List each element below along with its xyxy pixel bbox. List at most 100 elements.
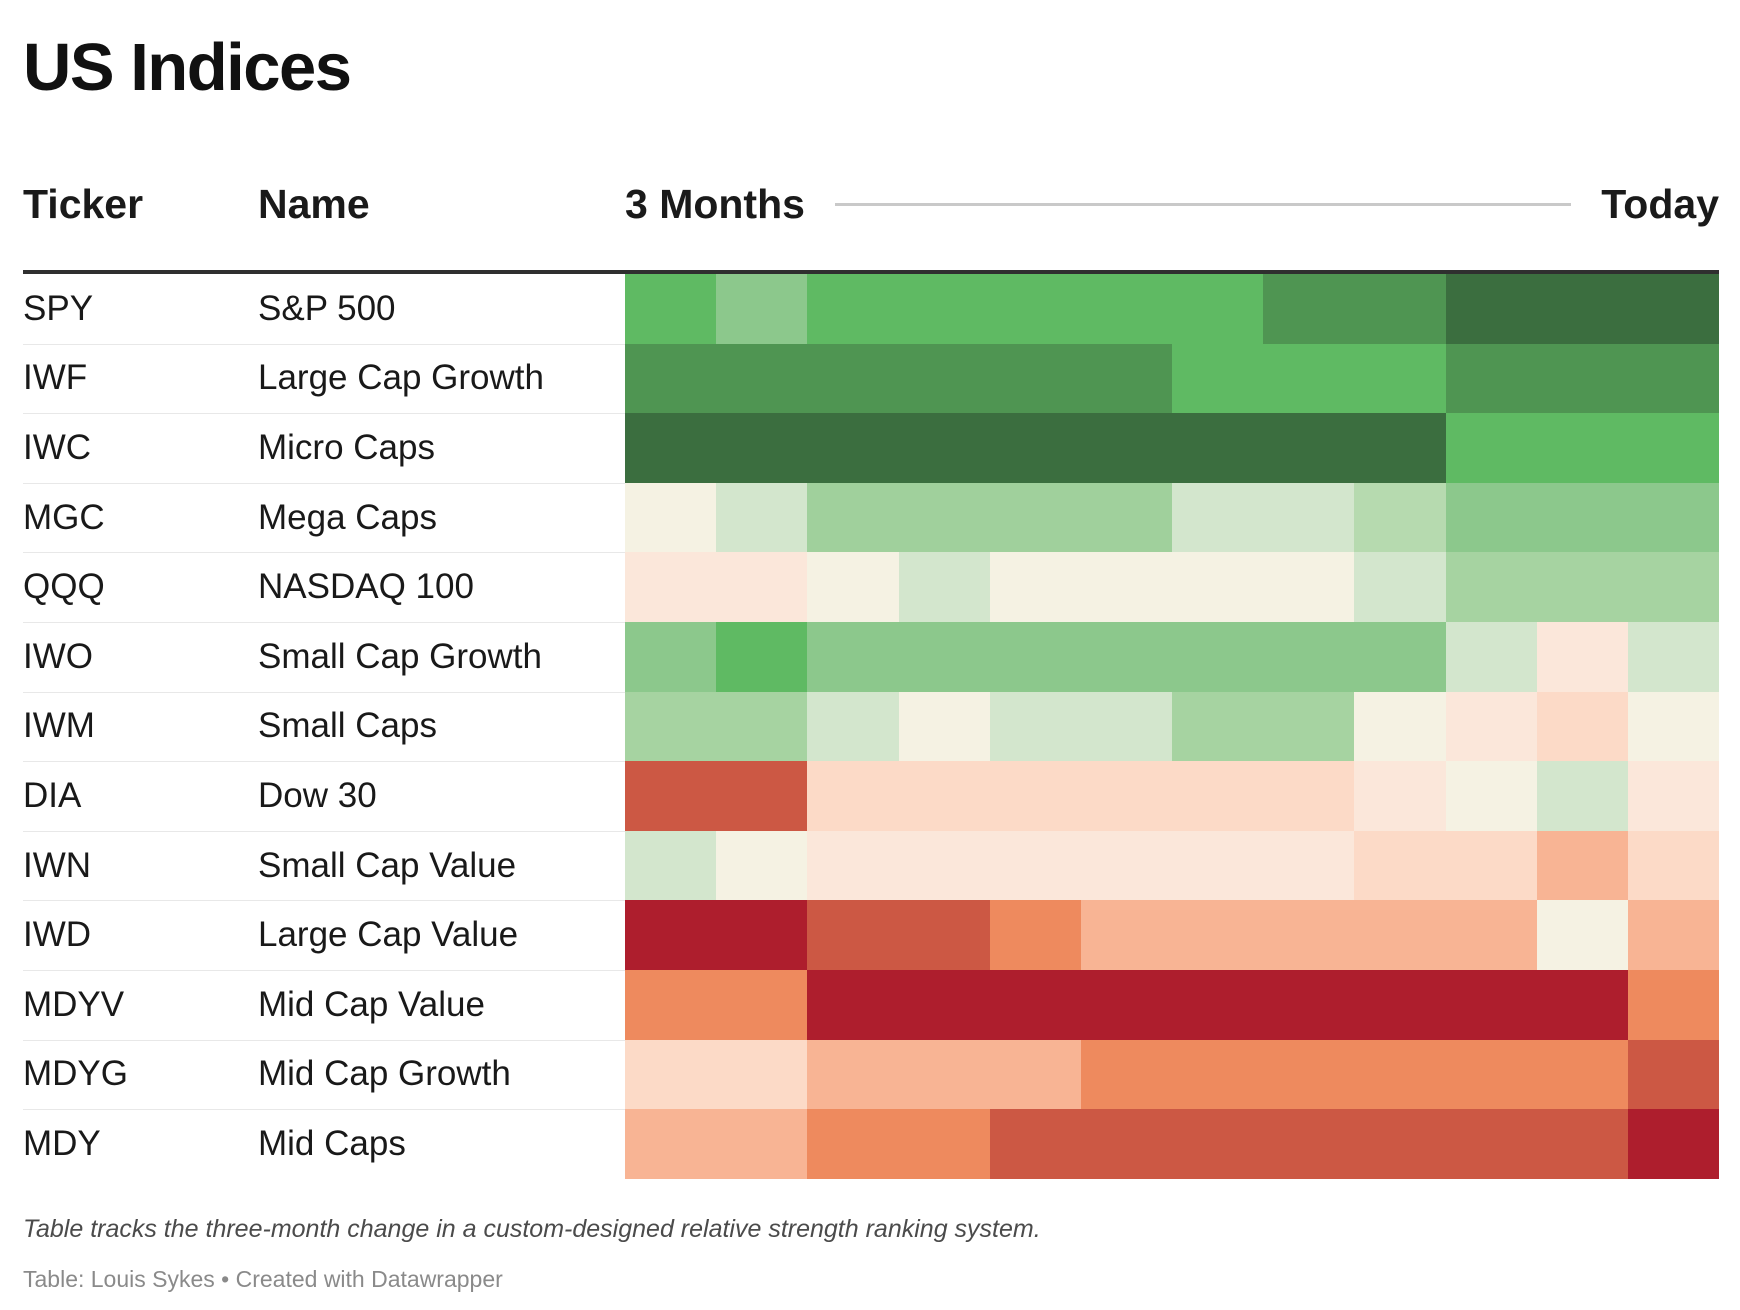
row-name: Mega Caps [258,497,437,537]
period-rule-line [834,202,1572,206]
heat-cell [898,900,990,970]
heat-cell [898,482,990,553]
heat-strip [625,1109,1720,1179]
footnote: Table tracks the three-month change in a… [23,1214,1041,1243]
column-header-ticker: Ticker [23,181,144,227]
heat-cell [989,1039,1081,1110]
heat-cell [807,552,899,622]
heat-cell [1627,1109,1720,1179]
row-name: Dow 30 [258,775,377,815]
heat-cell [1445,621,1537,692]
table-row: IWM Small Caps [23,691,1720,762]
heat-cell [1627,413,1720,483]
heat-cell [1627,621,1720,692]
heat-cell [716,1039,808,1110]
heat-cell [1172,343,1264,414]
heat-cell [807,482,899,553]
heat-cell [989,830,1081,901]
heat-cell [989,274,1081,344]
table-row: IWD Large Cap Value [23,900,1720,970]
heat-cell [1263,969,1355,1040]
heat-cell [1536,1109,1628,1179]
table-row: DIA Dow 30 [23,761,1720,831]
heat-cell [1627,900,1720,970]
heat-cell [898,761,990,831]
heat-strip [625,969,1720,1040]
heat-cell [716,343,808,414]
heat-cell [1080,482,1173,553]
table-row: MDYV Mid Cap Value [23,969,1720,1040]
heat-cell [898,1039,990,1110]
table-row: MDY Mid Caps [23,1109,1720,1179]
period-start-label: 3 Months [625,181,805,227]
heat-cell [1080,274,1173,344]
table-body: SPY S&P 500 IWF Large Cap Growth IWC Mic… [23,274,1720,1179]
heat-cell [625,900,717,970]
heat-cell [716,900,808,970]
heat-cell [1536,1039,1628,1110]
row-ticker: MDYV [23,984,125,1024]
heat-cell [625,413,717,483]
heat-cell [1263,274,1355,344]
heat-cell [1354,413,1446,483]
row-ticker: IWC [23,427,92,467]
heat-cell [1263,482,1355,553]
heat-cell [1536,900,1628,970]
heat-cell [1445,552,1537,622]
heat-strip [625,343,1720,414]
heat-cell [1354,691,1446,762]
heat-cell [625,482,717,553]
heat-cell [1172,482,1264,553]
row-name: S&P 500 [258,288,396,328]
heat-cell [1263,1039,1355,1110]
table-header: Ticker Name 3 Months Today [23,180,1719,274]
table-container: US Indices Ticker Name 3 Months Today SP… [23,0,1720,1293]
row-ticker: MGC [23,497,105,537]
heat-cell [1263,1109,1355,1179]
row-ticker: MDY [23,1123,101,1163]
table-row: IWC Micro Caps [23,413,1720,483]
heat-cell [1080,761,1173,831]
heat-cell [989,552,1081,622]
heat-cell [1263,621,1355,692]
heat-cell [989,900,1081,970]
heat-cell [716,1109,808,1179]
heat-cell [898,830,990,901]
heat-cell [1445,274,1537,344]
row-ticker: DIA [23,775,82,815]
heat-cell [716,413,808,483]
row-ticker: IWM [23,706,95,746]
heat-cell [989,482,1081,553]
heat-strip [625,482,1720,553]
heat-cell [1172,969,1264,1040]
heat-cell [898,621,990,692]
heat-cell [1354,1109,1446,1179]
heat-cell [625,621,717,692]
heat-cell [807,830,899,901]
heat-cell [625,1109,717,1179]
heat-cell [1627,482,1720,553]
heat-cell [1536,274,1628,344]
heat-cell [1536,482,1628,553]
heat-cell [1354,274,1446,344]
table-row: IWN Small Cap Value [23,830,1720,901]
heat-cell [1627,761,1720,831]
heat-cell [1445,343,1537,414]
heat-cell [1080,691,1173,762]
heat-cell [1263,552,1355,622]
heat-cell [1445,761,1537,831]
heat-cell [1354,900,1446,970]
row-name: Large Cap Value [258,915,519,955]
heat-cell [1263,900,1355,970]
heat-cell [625,552,717,622]
row-name: Micro Caps [258,427,435,467]
heat-cell [716,761,808,831]
page-title: US Indices [23,30,352,105]
heat-cell [989,969,1081,1040]
heat-cell [1536,830,1628,901]
table-row: IWO Small Cap Growth [23,621,1720,692]
heat-cell [1354,969,1446,1040]
row-ticker: MDYG [23,1054,128,1094]
row-ticker: SPY [23,288,94,328]
table-row: QQQ NASDAQ 100 [23,552,1720,622]
